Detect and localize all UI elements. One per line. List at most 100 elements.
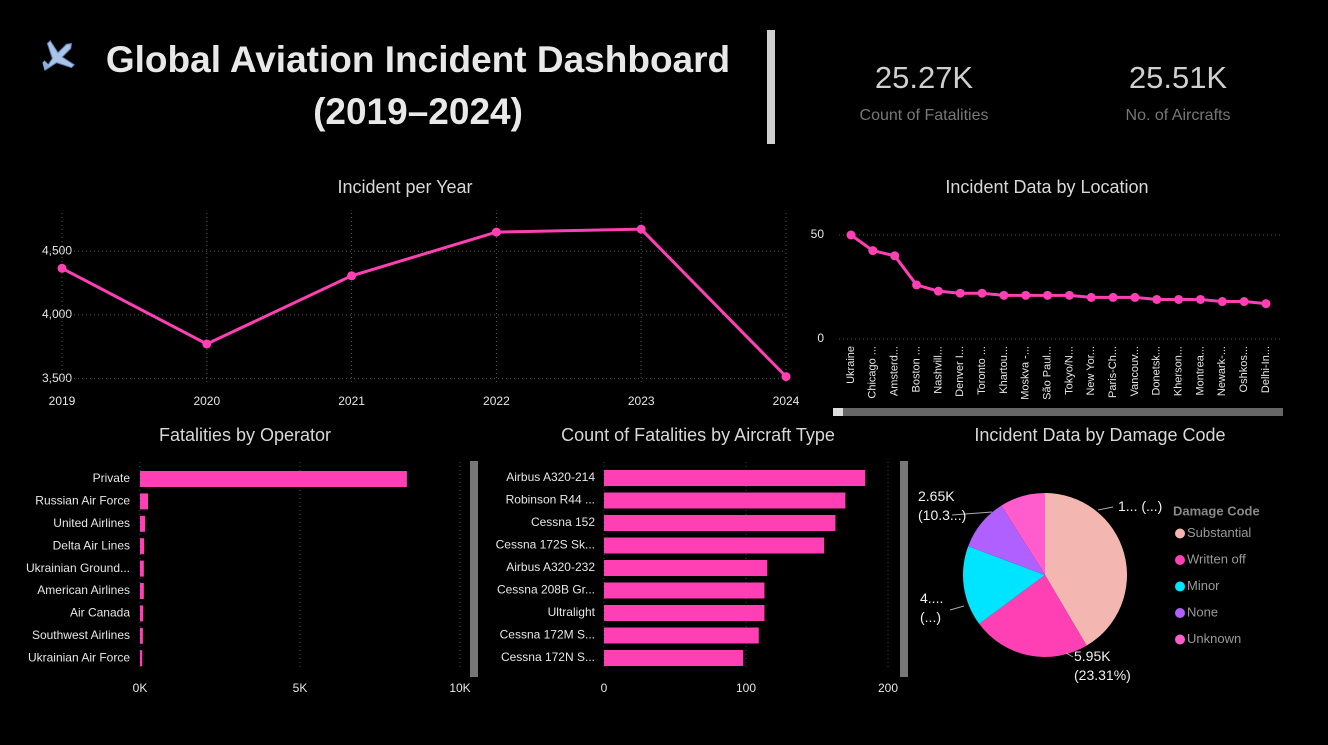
legend-marker [1175,555,1185,565]
x-tick-label: Chicago ... [867,346,879,399]
x-tick-label: São Paul... [1041,346,1053,400]
point [955,288,965,298]
y-tick-label: American Airlines [37,583,130,597]
x-tick-label: Donetsk... [1151,346,1163,396]
x-tick-label: Toronto ... [976,346,988,395]
legend-marker [1175,608,1185,618]
bar [140,493,148,510]
point [202,339,212,349]
y-tick-label: Ultralight [548,605,596,619]
bar [140,560,144,577]
x-tick-label: Tokyo/N... [1063,346,1075,395]
line [850,233,1267,306]
x-tick-label: New Yor... [1085,346,1097,396]
x-tick-label: Vancouv... [1129,346,1141,396]
kpi-value: 25.51K [1129,60,1228,95]
pie-slice [1001,493,1045,575]
point [1261,299,1271,309]
line [61,227,788,378]
data-label: 2.65K (10.3...) [918,488,967,523]
point [933,286,943,296]
point [846,230,856,240]
point [868,246,878,256]
x-tick-label: Montrea... [1194,346,1206,396]
y-tick-label: Ukrainian Ground... [26,561,130,575]
scrollbar [833,408,1283,416]
leader-line [1065,652,1074,658]
bar [140,515,146,532]
legend-label: Unknown [1187,631,1241,646]
x-tick-label: Boston ... [910,346,922,392]
data-label: 1... (...) [1118,498,1163,514]
x-tick-label: 100 [736,681,756,695]
y-tick-label: Cessna 172N S... [501,650,595,664]
legend-marker [1175,634,1185,645]
bar [604,560,768,576]
bar [604,492,846,509]
y-tick-label: Air Canada [70,606,130,620]
x-tick-label: 2023 [628,394,655,408]
legend-marker [1175,581,1185,592]
x-tick-label: 200 [878,681,898,695]
x-tick-label: Denver I... [954,346,966,397]
y-tick-label: Cessna 208B Gr... [497,583,595,597]
y-tick-label: Russian Air Force [35,494,130,508]
point [1239,297,1249,307]
point [1108,292,1118,302]
point [1174,294,1184,304]
point [636,224,646,234]
point [1086,292,1096,302]
kpi-label: No. of Aircrafts [1126,107,1231,124]
y-tick-label: Southwest Airlines [32,628,130,642]
legend-label: Written off [1187,551,1246,566]
leader-line [1097,506,1114,511]
y-tick-label: Robinson R44 ... [506,493,595,507]
scrollbar [900,461,908,677]
x-tick-label: Kherson... [1173,346,1185,396]
point [57,263,67,273]
pie-slice [1045,493,1128,646]
separator [767,30,775,144]
y-tick-label: Private [93,471,131,485]
pie-slice [963,546,1045,624]
x-tick-label: Ukraine [845,346,857,384]
point [781,372,791,382]
x-tick-label: Newark-... [1216,346,1228,396]
plane-icon [42,39,76,71]
x-tick-label: Oshkos... [1238,346,1250,392]
legend-title: Damage Code [1173,503,1260,518]
bar [140,471,407,487]
y-tick-label: 0 [817,331,824,345]
y-tick-label: Airbus A320-214 [506,470,595,484]
bar [604,537,825,554]
point [912,280,922,290]
x-tick-label: Khartou... [998,346,1010,394]
point [1152,294,1162,304]
y-tick-label: 3,500 [42,371,72,385]
x-tick-label: 5K [293,681,308,695]
data-label: 4.... (...) [920,590,944,625]
x-tick-label: 2022 [483,394,510,408]
bar [140,583,144,599]
y-tick-label: United Airlines [53,516,130,530]
y-tick-label: Cessna 152 [531,515,595,529]
x-tick-label: 10K [449,681,470,695]
point [1043,290,1053,300]
bar [604,627,759,644]
y-tick-label: 4,000 [42,307,72,321]
legend-label: Substantial [1187,525,1251,540]
legend-marker [1175,528,1185,539]
scrollbar-thumb [833,408,843,416]
leader-line [951,511,993,516]
x-tick-label: 0K [133,681,148,695]
x-tick-label: Paris-Ch... [1107,346,1119,398]
point [1021,290,1031,300]
legend-label: None [1187,604,1218,619]
y-tick-label: Cessna 172M S... [500,628,595,642]
y-tick-label: Delta Air Lines [53,538,130,552]
point [1217,297,1227,307]
y-tick-label: 4,500 [42,243,72,257]
x-tick-label: 2024 [773,394,800,408]
